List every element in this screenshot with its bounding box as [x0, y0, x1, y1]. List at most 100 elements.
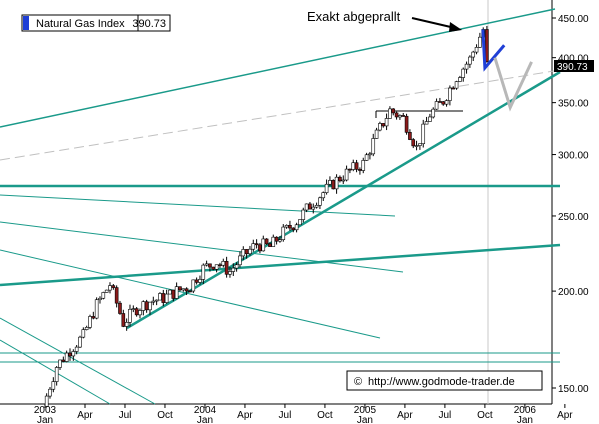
candle-body	[351, 162, 356, 170]
candle-body	[344, 168, 349, 181]
candle-body	[64, 352, 69, 362]
projection-blue	[481, 29, 506, 72]
x-month-label: Jul	[279, 410, 292, 421]
candle-body	[58, 359, 62, 368]
candle-body	[461, 68, 466, 78]
candle-body	[164, 293, 169, 303]
candle-body	[391, 108, 396, 114]
fan-line-3	[0, 249, 381, 339]
candle-body	[124, 322, 129, 327]
candle-body	[194, 279, 199, 283]
candle-body	[171, 289, 176, 299]
candle-body	[428, 116, 432, 122]
candle-body	[431, 108, 436, 118]
candle-body	[121, 313, 126, 327]
candle-body	[434, 101, 439, 110]
x-month-label: Apr	[557, 410, 573, 421]
candle-body	[138, 310, 142, 316]
candle-body	[48, 388, 52, 397]
candle-body	[91, 316, 96, 319]
legend-swatch	[23, 16, 29, 30]
y-tick-label: 300.00	[558, 151, 589, 162]
candle-body	[348, 168, 352, 171]
copyright-symbol: ©	[354, 376, 362, 388]
candle-body	[294, 224, 299, 231]
fan-line-1	[0, 194, 396, 217]
price-tag	[554, 60, 594, 72]
candle-body	[274, 236, 279, 242]
candle-body	[304, 203, 309, 211]
candle-body	[408, 132, 412, 140]
price-tag-text: 390.73	[557, 62, 588, 73]
candle-body	[111, 285, 116, 288]
candle-body	[208, 263, 212, 268]
y-tick-label: 350.00	[558, 99, 589, 110]
candle-body	[311, 206, 316, 210]
candle-body	[81, 329, 86, 338]
candle-body	[134, 308, 139, 316]
candle-body	[414, 145, 419, 147]
candle-body	[485, 29, 489, 62]
candle-body	[354, 162, 359, 170]
candle-body	[191, 279, 196, 292]
fan-line-4	[0, 317, 156, 405]
x-month-label: Jan	[357, 415, 373, 424]
candle-body	[168, 289, 172, 295]
candle-body	[228, 271, 232, 275]
candle-body	[198, 279, 202, 283]
annotation-arrow	[411, 17, 456, 29]
candle-body	[78, 336, 82, 348]
candle-body	[264, 238, 269, 245]
candle-body	[384, 118, 389, 127]
x-month-label: Apr	[237, 410, 253, 421]
candle-body	[421, 123, 426, 145]
candle-body	[221, 261, 226, 266]
x-year-label: 2003	[34, 405, 57, 416]
candle-body	[378, 123, 382, 131]
candle-body	[101, 292, 106, 299]
candle-body	[114, 287, 119, 304]
candle-body	[224, 261, 229, 275]
legend-value: 390.73	[132, 18, 166, 30]
legend-box	[21, 14, 171, 32]
candle-body	[454, 81, 459, 89]
candle-body	[424, 121, 429, 125]
candle-body	[468, 56, 472, 65]
x-month-label: Oct	[157, 410, 173, 421]
candle-body	[108, 285, 112, 291]
candle-body	[74, 346, 79, 352]
candle-body	[451, 87, 456, 90]
candle-body	[174, 286, 179, 299]
candle-body	[218, 264, 222, 267]
plot-area	[0, 0, 552, 404]
copyright-url[interactable]: http://www.godmode-trader.de	[368, 376, 515, 388]
candle-body	[444, 100, 449, 105]
candle-body	[214, 264, 219, 270]
candle-body	[464, 63, 469, 70]
y-tick-label: 250.00	[558, 212, 589, 223]
candle-body	[394, 112, 399, 118]
candle-body	[271, 236, 276, 247]
candle-body	[411, 139, 416, 147]
candle-body	[281, 226, 286, 241]
candle-body	[448, 87, 452, 101]
candle-body	[334, 176, 339, 190]
candle-body	[318, 197, 322, 206]
candle-body	[244, 249, 249, 255]
copyright-box	[346, 370, 543, 391]
candle-body	[184, 288, 189, 292]
candle-body	[458, 77, 462, 82]
candle-body	[238, 255, 242, 266]
candle-body	[161, 293, 166, 303]
candle-body	[44, 395, 49, 407]
x-year-label: 2004	[194, 405, 217, 416]
x-month-label: Oct	[317, 410, 333, 421]
candle-body	[144, 301, 149, 311]
y-axis: 150.00 200.00 250.00 300.00 350.00 400.00 450.…	[552, 14, 589, 395]
candle-body	[278, 239, 282, 242]
candle-body	[331, 180, 336, 190]
y-tick-label: 200.00	[558, 287, 589, 298]
